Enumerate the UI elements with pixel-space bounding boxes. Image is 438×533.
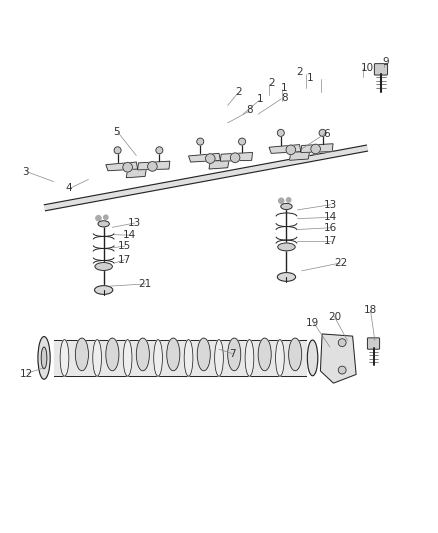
Ellipse shape <box>154 340 162 376</box>
Ellipse shape <box>289 338 302 371</box>
Text: 6: 6 <box>324 129 330 139</box>
Ellipse shape <box>60 340 69 376</box>
Polygon shape <box>269 144 301 154</box>
Text: 22: 22 <box>334 258 347 268</box>
Circle shape <box>148 161 157 171</box>
Ellipse shape <box>38 336 50 379</box>
Text: 9: 9 <box>382 57 389 67</box>
Text: 16: 16 <box>323 223 337 233</box>
Circle shape <box>338 339 346 346</box>
Ellipse shape <box>95 263 113 270</box>
Polygon shape <box>220 152 253 161</box>
Ellipse shape <box>136 338 149 371</box>
FancyBboxPatch shape <box>367 338 380 349</box>
Circle shape <box>319 130 326 136</box>
Text: 15: 15 <box>117 241 131 251</box>
Ellipse shape <box>123 340 132 376</box>
Text: 1: 1 <box>281 83 288 93</box>
Text: 12: 12 <box>20 369 33 379</box>
Text: 20: 20 <box>328 312 341 321</box>
Polygon shape <box>209 160 229 169</box>
Text: 2: 2 <box>235 87 242 98</box>
Circle shape <box>205 154 215 163</box>
Ellipse shape <box>106 338 119 371</box>
Circle shape <box>311 144 321 154</box>
Text: 1: 1 <box>307 73 314 83</box>
Text: 14: 14 <box>123 230 136 240</box>
Ellipse shape <box>41 347 47 369</box>
Ellipse shape <box>215 340 223 376</box>
Ellipse shape <box>245 340 254 376</box>
Circle shape <box>156 147 163 154</box>
Ellipse shape <box>167 338 180 371</box>
Ellipse shape <box>98 221 110 227</box>
Polygon shape <box>290 151 310 160</box>
Ellipse shape <box>276 340 284 376</box>
Text: 8: 8 <box>246 105 253 115</box>
Circle shape <box>239 138 246 145</box>
Circle shape <box>286 145 296 155</box>
Circle shape <box>197 138 204 145</box>
Ellipse shape <box>228 338 241 371</box>
Circle shape <box>338 366 346 374</box>
Text: 13: 13 <box>323 200 337 209</box>
Ellipse shape <box>95 286 113 294</box>
Circle shape <box>277 130 284 136</box>
Polygon shape <box>44 145 367 211</box>
Circle shape <box>123 163 132 172</box>
Ellipse shape <box>197 338 210 371</box>
Text: 3: 3 <box>22 167 28 176</box>
Ellipse shape <box>277 272 296 281</box>
Circle shape <box>104 215 108 220</box>
Polygon shape <box>106 162 138 171</box>
Circle shape <box>96 215 101 221</box>
Text: 17: 17 <box>117 255 131 264</box>
Text: 13: 13 <box>127 218 141 228</box>
Text: 5: 5 <box>113 127 120 138</box>
Text: 21: 21 <box>138 279 152 289</box>
Ellipse shape <box>75 338 88 371</box>
Text: 10: 10 <box>360 63 374 74</box>
Polygon shape <box>321 334 356 383</box>
Text: 18: 18 <box>364 305 377 315</box>
Ellipse shape <box>93 340 102 376</box>
Text: 7: 7 <box>229 350 235 359</box>
Polygon shape <box>301 144 333 152</box>
Circle shape <box>279 198 284 204</box>
Ellipse shape <box>278 243 295 251</box>
Circle shape <box>230 153 240 163</box>
Polygon shape <box>138 161 170 170</box>
Polygon shape <box>188 154 220 162</box>
Ellipse shape <box>184 340 193 376</box>
Ellipse shape <box>281 204 292 209</box>
Text: 4: 4 <box>66 183 72 193</box>
Text: 14: 14 <box>323 212 337 222</box>
Circle shape <box>114 147 121 154</box>
Polygon shape <box>126 169 146 177</box>
Circle shape <box>286 198 291 202</box>
Ellipse shape <box>307 340 318 376</box>
Text: 17: 17 <box>323 236 337 246</box>
Text: 19: 19 <box>306 318 319 328</box>
FancyBboxPatch shape <box>374 63 388 75</box>
Text: 2: 2 <box>296 67 303 77</box>
Text: 2: 2 <box>268 78 275 88</box>
Text: 8: 8 <box>281 93 288 103</box>
Ellipse shape <box>258 338 271 371</box>
Text: 1: 1 <box>257 94 264 104</box>
